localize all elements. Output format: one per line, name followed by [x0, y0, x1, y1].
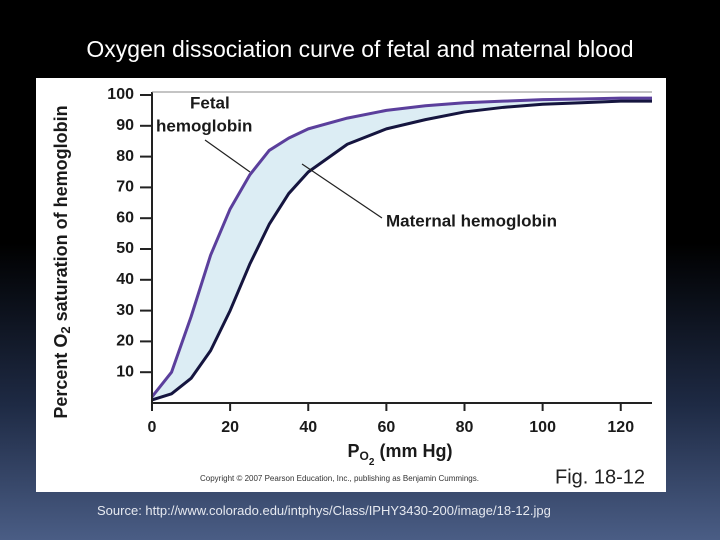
- y-tick-label: 70: [116, 179, 134, 196]
- slide-title: Oxygen dissociation curve of fetal and m…: [86, 36, 634, 62]
- annotation: hemoglobin: [156, 116, 252, 135]
- source-note: Source: http://www.colorado.edu/intphys/…: [97, 503, 551, 518]
- series-line: [150, 96, 652, 398]
- x-tick-label: 40: [299, 419, 317, 436]
- x-tick-label: 20: [221, 419, 239, 436]
- annotation: Fetal: [190, 93, 230, 112]
- y-tick-label: 100: [107, 86, 134, 103]
- leader-line: [204, 139, 251, 173]
- x-axis-label: PO2 (mm Hg): [348, 441, 453, 468]
- leader-line: [301, 163, 383, 219]
- band-fill: [152, 98, 652, 400]
- y-tick-label: 90: [116, 117, 134, 134]
- y-tick-label: 20: [116, 333, 134, 350]
- x-tick-label: 60: [377, 419, 395, 436]
- annotation: Maternal hemoglobin: [386, 211, 557, 230]
- x-tick-label: 0: [148, 419, 157, 436]
- y-tick-label: 40: [116, 271, 134, 288]
- x-tick-label: 80: [456, 419, 474, 436]
- y-tick-label: 50: [116, 240, 134, 257]
- x-tick-label: 120: [607, 419, 634, 436]
- y-tick-label: 10: [116, 363, 134, 380]
- y-tick-label: 30: [116, 302, 134, 319]
- y-tick-label: 80: [116, 148, 134, 165]
- copyright: Copyright © 2007 Pearson Education, Inc.…: [200, 474, 479, 483]
- x-tick-label: 100: [529, 419, 556, 436]
- series-line: [151, 99, 652, 402]
- figure-label: Fig. 18-12: [555, 466, 645, 488]
- y-tick-label: 60: [116, 209, 134, 226]
- chart-background: [36, 78, 666, 492]
- y-axis-label: Percent O2 saturation of hemoglobin: [51, 105, 74, 418]
- chart: Percent O2 saturation of hemoglobin PO2 …: [36, 78, 666, 492]
